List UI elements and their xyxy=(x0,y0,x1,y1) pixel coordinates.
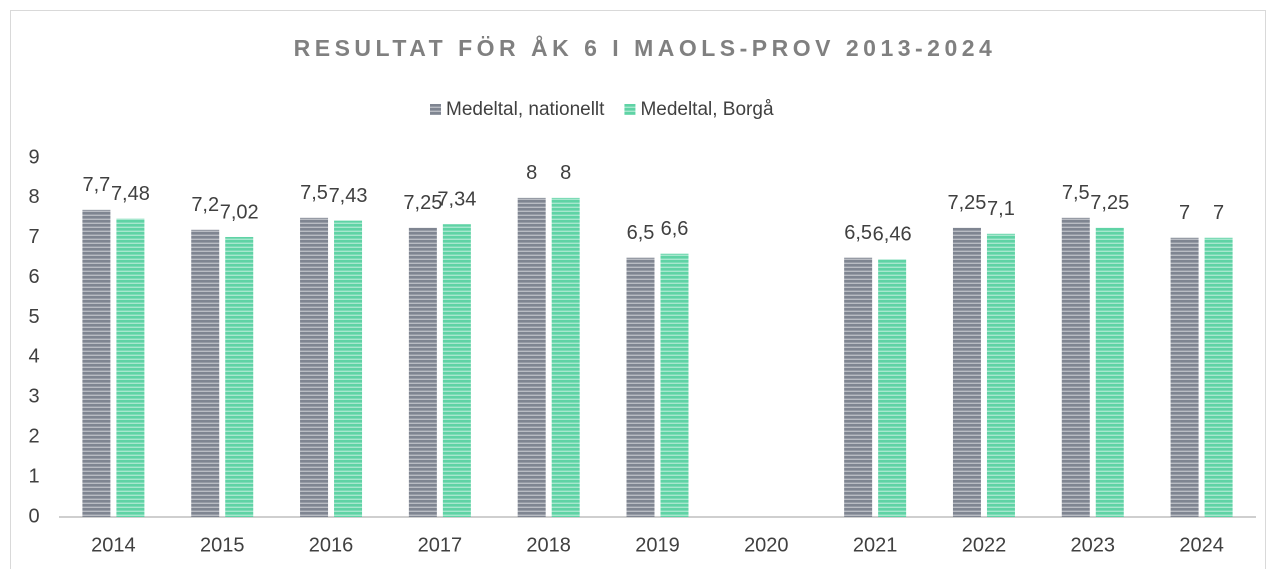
legend-swatch xyxy=(624,104,636,115)
bar xyxy=(844,257,873,517)
bar xyxy=(1095,227,1124,518)
x-tick-label: 2024 xyxy=(1179,534,1224,556)
bar xyxy=(626,257,655,517)
value-label: 6,6 xyxy=(661,218,689,240)
y-tick-label: 2 xyxy=(28,426,39,448)
bar xyxy=(1170,237,1199,517)
bar xyxy=(1204,237,1233,517)
x-tick-label: 2017 xyxy=(418,534,463,556)
value-label: 8 xyxy=(560,162,571,184)
bar xyxy=(334,220,363,517)
value-label: 7 xyxy=(1179,202,1190,224)
x-tick-label: 2016 xyxy=(309,534,354,556)
legend-label: Medeltal, Borgå xyxy=(640,99,774,120)
x-tick-label: 2018 xyxy=(526,534,571,556)
value-label: 7,43 xyxy=(329,185,368,207)
value-label: 8 xyxy=(526,162,537,184)
x-tick-label: 2014 xyxy=(91,534,136,556)
value-label: 7,7 xyxy=(83,174,111,196)
bar xyxy=(82,209,111,517)
bar xyxy=(116,218,145,517)
bar xyxy=(986,233,1015,518)
value-label: 6,5 xyxy=(627,222,655,244)
legend-label: Medeltal, nationellt xyxy=(446,99,605,120)
y-tick-label: 6 xyxy=(28,266,39,288)
bar xyxy=(191,229,220,518)
x-tick-label: 2021 xyxy=(853,534,898,556)
y-tick-label: 1 xyxy=(28,465,39,487)
y-tick-label: 4 xyxy=(28,346,39,368)
y-tick-label: 5 xyxy=(28,306,39,328)
value-label: 7,2 xyxy=(191,194,219,216)
x-tick-label: 2015 xyxy=(200,534,245,556)
value-label: 7,02 xyxy=(220,201,259,223)
value-label: 7,48 xyxy=(111,183,150,205)
y-tick-label: 8 xyxy=(28,186,39,208)
x-tick-label: 2023 xyxy=(1071,534,1116,556)
bar xyxy=(1061,217,1090,518)
value-label: 7,25 xyxy=(403,192,442,214)
x-tick-label: 2019 xyxy=(635,534,680,556)
legend-swatch xyxy=(430,104,441,115)
y-tick-label: 7 xyxy=(28,226,39,248)
y-tick-label: 3 xyxy=(28,386,39,408)
bar xyxy=(225,236,254,518)
bar xyxy=(952,227,981,518)
value-label: 7,5 xyxy=(300,182,328,204)
value-label: 7,34 xyxy=(437,188,476,210)
value-label: 6,5 xyxy=(844,222,872,244)
chart-title: RESULTAT FÖR ÅK 6 I MAOLS-PROV 2013-2024 xyxy=(294,34,997,61)
bar xyxy=(551,197,580,517)
x-tick-label: 2022 xyxy=(962,534,1007,556)
value-label: 7,1 xyxy=(987,198,1015,220)
y-tick-label: 0 xyxy=(28,505,39,527)
value-label: 6,46 xyxy=(873,224,912,246)
value-label: 7,5 xyxy=(1062,182,1090,204)
bar xyxy=(517,197,546,517)
bar xyxy=(408,227,437,518)
value-label: 7,25 xyxy=(1090,192,1129,214)
bar xyxy=(878,259,907,517)
value-label: 7 xyxy=(1213,202,1224,224)
y-tick-label: 9 xyxy=(28,146,39,168)
value-label: 7,25 xyxy=(947,192,986,214)
bar xyxy=(660,253,689,517)
bar xyxy=(442,224,471,517)
x-tick-label: 2020 xyxy=(744,534,789,556)
bar xyxy=(300,217,329,518)
